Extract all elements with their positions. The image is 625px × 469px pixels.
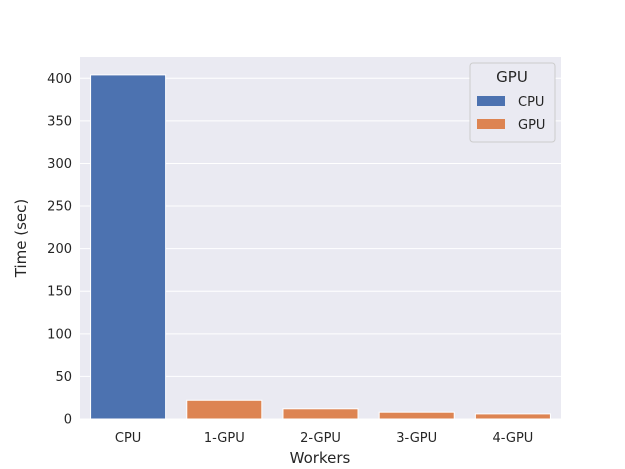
x-axis-label: Workers: [290, 449, 351, 467]
y-tick-label: 50: [55, 370, 72, 385]
bar-cpu: [90, 74, 167, 420]
bar-2-gpu: [282, 408, 359, 420]
bar-4-gpu: [474, 413, 551, 420]
y-axis-label: Time (sec): [12, 199, 30, 278]
x-tick-label: 3-GPU: [396, 431, 437, 446]
x-tick-label: 2-GPU: [300, 431, 341, 446]
y-tick-label: 0: [64, 413, 72, 428]
legend-title: GPU: [496, 68, 528, 86]
x-tick-label: CPU: [115, 431, 141, 446]
y-tick-label: 100: [47, 327, 72, 342]
x-tick-label: 1-GPU: [204, 431, 245, 446]
legend-swatch-gpu: [477, 119, 505, 129]
y-tick-label: 300: [47, 157, 72, 172]
y-tick-label: 400: [47, 72, 72, 87]
bars: [90, 74, 551, 420]
legend: GPU CPU GPU: [469, 62, 556, 143]
y-axis-ticks: 0 50 100 150 200 250 300 350 400: [47, 72, 72, 428]
bar-3-gpu: [378, 411, 455, 420]
y-tick-label: 250: [47, 200, 72, 215]
y-tick-label: 150: [47, 285, 72, 300]
legend-label-gpu: GPU: [518, 118, 545, 133]
y-tick-label: 200: [47, 242, 72, 257]
x-axis-ticks: CPU 1-GPU 2-GPU 3-GPU 4-GPU: [115, 431, 533, 446]
bar-1-gpu: [186, 399, 263, 420]
legend-label-cpu: CPU: [518, 95, 544, 110]
x-tick-label: 4-GPU: [492, 431, 533, 446]
legend-swatch-cpu: [477, 96, 505, 106]
y-tick-label: 350: [47, 114, 72, 129]
